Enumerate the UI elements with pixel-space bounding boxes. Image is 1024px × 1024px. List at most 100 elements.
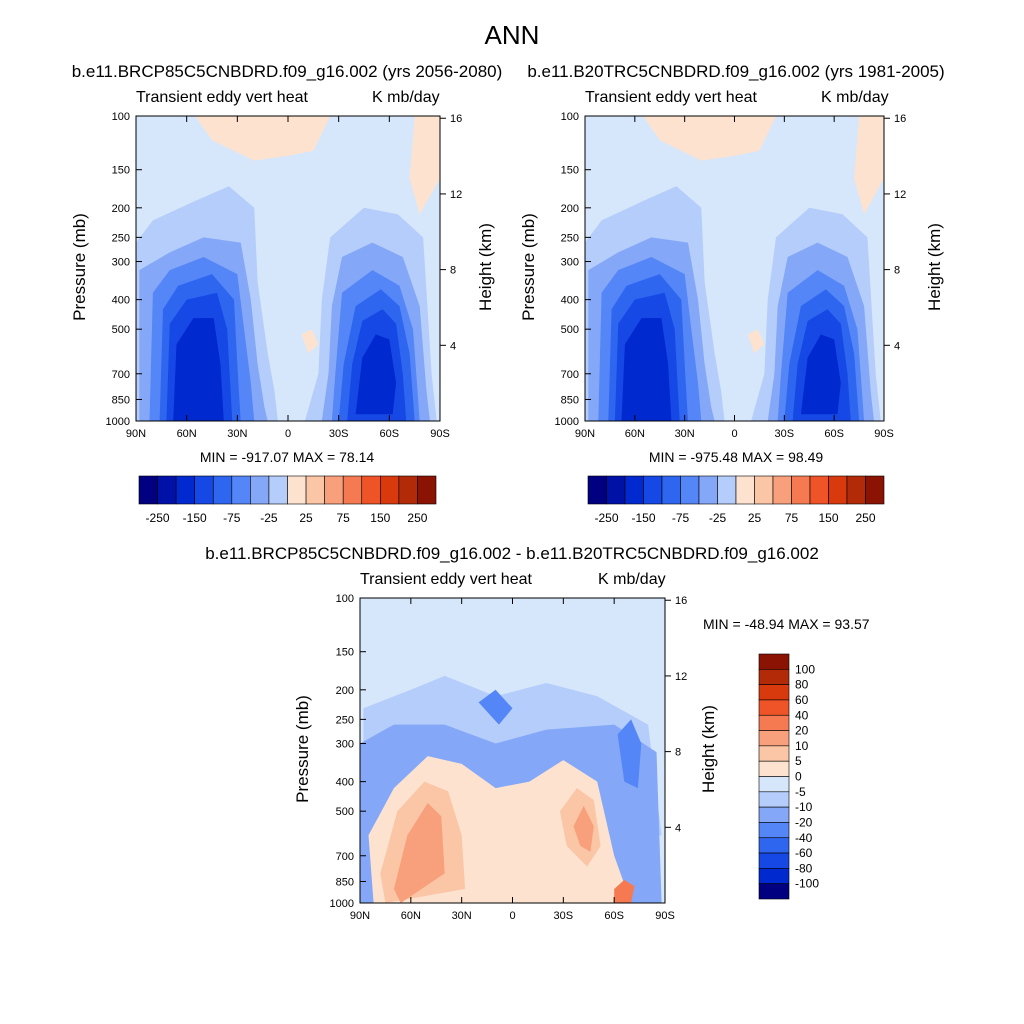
pressure-tick-label: 500 — [336, 806, 354, 818]
pressure-tick-label: 850 — [561, 394, 579, 406]
height-tick-label: 4 — [450, 340, 456, 352]
height-tick-label: 4 — [894, 340, 900, 352]
pressure-tick-label: 300 — [112, 257, 130, 269]
panel2-variable-label: Transient eddy vert heat — [585, 89, 757, 106]
pressure-tick-label: 300 — [336, 739, 354, 751]
negative-region — [478, 689, 513, 725]
latitude-tick-label: 90N — [126, 428, 146, 440]
colorbar-label: 10 — [795, 739, 809, 753]
colorbar-swatch — [268, 475, 288, 505]
height-tick-label: 8 — [450, 265, 456, 277]
colorbar-label: 80 — [795, 678, 809, 692]
latitude-tick-label: 60N — [177, 428, 197, 440]
latitude-tick-label: 60S — [604, 910, 624, 922]
height-tick-label: 16 — [675, 595, 687, 607]
colorbar-swatch — [324, 475, 344, 505]
latitude-tick-label: 30N — [227, 428, 247, 440]
colorbar-swatch — [661, 475, 681, 505]
colorbar-swatch — [865, 475, 885, 505]
panel1-minmax: MIN = -917.07 MAX = 78.14 — [199, 449, 375, 465]
colorbar-swatch — [758, 714, 790, 731]
colorbar-swatch — [758, 684, 790, 701]
pressure-tick-label: 200 — [336, 685, 354, 697]
colorbar-swatch — [231, 475, 251, 505]
colorbar-swatch — [175, 475, 195, 505]
pressure-tick-label: 200 — [561, 203, 579, 215]
panel2-minmax: MIN = -975.48 MAX = 98.49 — [648, 449, 824, 465]
pressure-tick-label: 200 — [112, 203, 130, 215]
panel2-title: b.e11.B20TRC5CNBDRD.f09_g16.002 (yrs 198… — [527, 62, 945, 81]
colorbar-swatch — [758, 868, 790, 884]
positive-region — [747, 329, 765, 354]
colorbar-label: -25 — [709, 511, 727, 525]
negative-region — [621, 318, 672, 421]
colorbar-swatch — [735, 475, 755, 505]
colorbar-label: 25 — [748, 511, 762, 525]
positive-region — [593, 116, 776, 161]
panel3-units-label: K mb/day — [598, 571, 666, 588]
colorbar-label: -80 — [795, 861, 813, 875]
positive-region — [393, 803, 445, 903]
colorbar-swatch — [758, 852, 790, 869]
latitude-tick-label: 90S — [430, 428, 450, 440]
panel2-contours — [585, 116, 884, 421]
colorbar-label: 0 — [795, 770, 802, 784]
colorbar-swatch — [342, 475, 363, 505]
colorbar-label: 25 — [299, 511, 313, 525]
pressure-tick-label: 400 — [112, 295, 130, 307]
height-tick-label: 12 — [894, 189, 906, 201]
colorbar-swatch — [758, 669, 790, 685]
pressure-tick-label: 400 — [336, 777, 354, 789]
panel1-contours — [136, 116, 440, 421]
latitude-tick-label: 30N — [675, 428, 695, 440]
pressure-tick-label: 100 — [336, 593, 354, 605]
positive-region — [409, 116, 440, 215]
colorbar-swatch — [846, 475, 866, 505]
negative-region — [355, 334, 397, 415]
colorbar-swatch — [624, 475, 644, 505]
positive-region — [144, 116, 331, 161]
colorbar-label: 150 — [370, 511, 390, 525]
colorbar-label: 100 — [795, 662, 815, 676]
latitude-tick-label: 90S — [874, 428, 894, 440]
latitude-tick-label: 90N — [350, 910, 370, 922]
latitude-tick-label: 30S — [329, 428, 349, 440]
colorbar-swatch — [680, 475, 700, 505]
latitude-tick-label: 60S — [380, 428, 400, 440]
colorbar-swatch — [587, 475, 607, 505]
colorbar-swatch — [758, 806, 790, 823]
colorbar-swatch — [809, 475, 829, 505]
colorbar-swatch — [212, 475, 233, 505]
latitude-tick-label: 60N — [401, 910, 421, 922]
colorbar-horizontal-1: -250 -150 -75 -25 25 75 150 250 — [138, 475, 437, 525]
colorbar-label: 75 — [337, 511, 351, 525]
colorbar-label: 150 — [818, 511, 838, 525]
panel3-contours — [360, 598, 665, 903]
colorbar-label: 40 — [795, 708, 809, 722]
colorbar-swatch — [758, 653, 790, 670]
colorbar-swatch — [828, 475, 848, 505]
colorbar-label: -75 — [223, 511, 241, 525]
pressure-tick-label: 1000 — [555, 416, 579, 428]
panel3-minmax: MIN = -48.94 MAX = 93.57 — [703, 616, 870, 632]
latitude-tick-label: 90S — [655, 910, 675, 922]
colorbar-swatch — [758, 791, 790, 808]
colorbar-label: 75 — [785, 511, 799, 525]
pressure-tick-label: 400 — [561, 295, 579, 307]
latitude-tick-label: 60N — [625, 428, 645, 440]
pressure-tick-label: 850 — [112, 394, 130, 406]
pressure-tick-label: 100 — [561, 111, 579, 123]
colorbar-label: -20 — [795, 815, 813, 829]
panel2-units-label: K mb/day — [821, 89, 889, 106]
colorbar-swatch — [157, 475, 177, 505]
colorbar-label: 60 — [795, 693, 809, 707]
pressure-tick-label: 300 — [561, 257, 579, 269]
height-tick-label: 12 — [450, 189, 462, 201]
height-tick-label: 16 — [450, 113, 462, 125]
colorbar-label: -25 — [260, 511, 278, 525]
colorbar-label: -150 — [631, 511, 655, 525]
colorbar-label: 250 — [407, 511, 427, 525]
pressure-tick-label: 850 — [336, 876, 354, 888]
colorbar-swatch — [417, 475, 437, 505]
